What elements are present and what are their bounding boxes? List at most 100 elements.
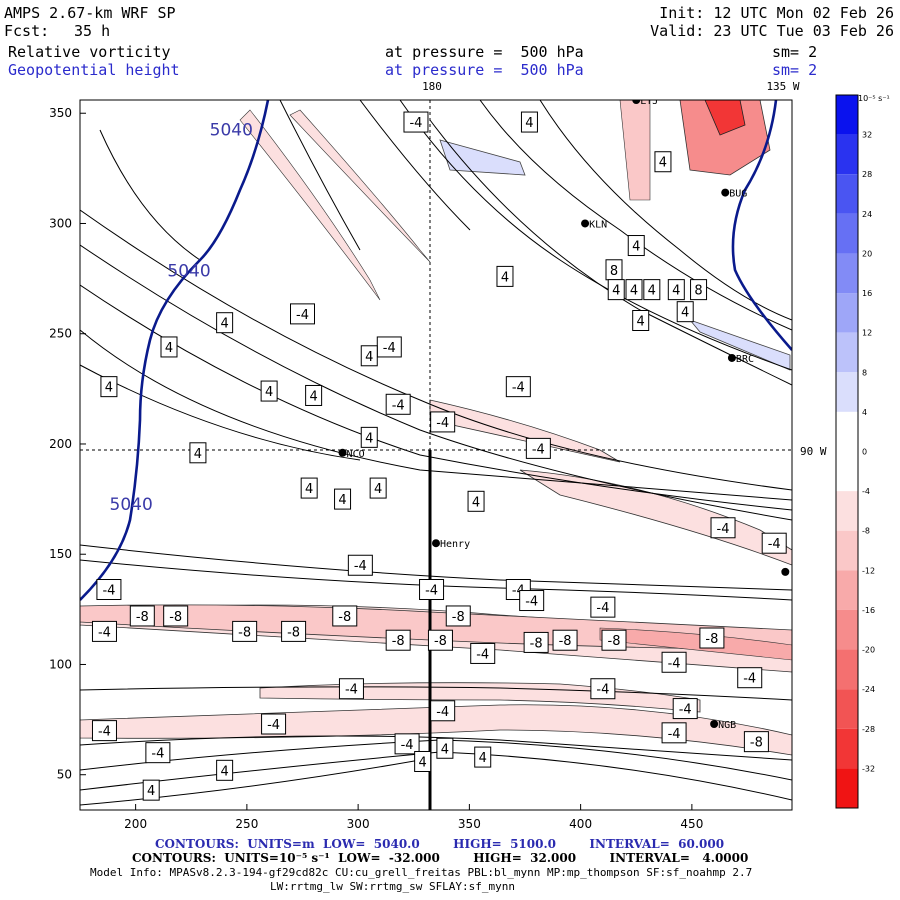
station-label: KLN [589, 219, 607, 230]
contour-label: 4 [309, 389, 317, 404]
colorbar-swatch [836, 95, 858, 135]
contour-label-box [338, 678, 364, 700]
contour-label-box [690, 279, 708, 301]
contour-label-box [654, 151, 672, 173]
x-tick-label: 200 [124, 817, 147, 831]
contour-label: -4 [768, 537, 781, 552]
contour-label-box [300, 477, 318, 499]
red-mountain [679, 100, 771, 176]
contour-label: -4 [717, 522, 730, 537]
station-marker [338, 448, 347, 457]
red-band-mid [259, 682, 701, 713]
contour-label-box [643, 279, 661, 301]
contour-label-box [385, 393, 411, 415]
contour-label-box [625, 279, 643, 301]
contour-label: 4 [220, 764, 228, 779]
contour-label: 4 [165, 341, 173, 356]
field1-smoothing: sm= 2 [772, 43, 818, 61]
colorbar: 32 28 24 20 16 12 8 4 0 -4 -8 -12 -16 -20 -24 -28 -32 [835, 94, 875, 809]
colorbar-swatch [836, 213, 858, 254]
contour-label: 8 [694, 284, 702, 299]
station-marker [710, 720, 719, 729]
contour-label: -4 [743, 672, 756, 687]
contour-label-box [414, 750, 432, 772]
colorbar-swatch [836, 293, 858, 333]
contour-label-box [160, 336, 178, 358]
colorbar-swatch [836, 134, 858, 175]
contour-label: 4 [681, 306, 689, 321]
contour-label-box [607, 279, 625, 301]
colorbar-level: 24 [862, 210, 872, 219]
contour-label: -8 [705, 632, 718, 647]
colorbar-swatch [836, 372, 858, 412]
contour-label-box [661, 651, 687, 673]
contour-label-box [667, 279, 685, 301]
colorbar-level: 4 [862, 408, 867, 417]
contour-label: 4 [374, 482, 382, 497]
colorbar-swatch [836, 332, 858, 373]
red-coast [619, 100, 651, 201]
contour-label: -4 [668, 656, 681, 671]
contour-label: 4 [501, 270, 509, 285]
colorbar-level: 16 [862, 289, 872, 298]
contour-label-box [145, 742, 171, 764]
contour-label-box [332, 605, 358, 627]
contour-label: -4 [354, 559, 367, 574]
station-marker [727, 353, 736, 362]
model-info-physics: LW:rrtmg_lw SW:rrtmg_sw SFLAY:sf_mynn [270, 880, 516, 893]
contour-label: -4 [345, 683, 358, 698]
contour-label: -4 [98, 725, 111, 740]
colorbar-level: 12 [862, 329, 872, 338]
contour-label-box [385, 629, 411, 651]
colorbar-level: -12 [862, 566, 875, 575]
colorbar-level: 0 [862, 448, 867, 457]
contour-label-box [505, 376, 531, 398]
contour-label-box [216, 759, 234, 781]
y-tick-label: 150 [49, 547, 72, 561]
contour-label-box [334, 488, 352, 510]
colorbar-swatch [836, 728, 858, 769]
colorbar-level: 8 [862, 368, 867, 377]
station-marker [632, 100, 641, 104]
contour-label-box [216, 312, 234, 334]
colorbar-frame [835, 94, 859, 809]
colorbar-swatch [836, 689, 858, 729]
contour-label: -8 [136, 610, 149, 625]
contour-label-box [232, 620, 258, 642]
colorbar-level: 32 [862, 131, 872, 140]
field2-level: at pressure = 500 hPa [385, 61, 584, 79]
contour-label: 4 [194, 447, 202, 462]
contour-label: 8 [610, 264, 618, 279]
contour-label-box [627, 235, 645, 257]
contour-label-box [761, 532, 787, 554]
contour-label-box [661, 722, 687, 744]
y-tick-label: 300 [49, 216, 72, 230]
contour-label: 4 [105, 381, 113, 396]
x-tick-label: 450 [680, 817, 703, 831]
contour-label: 4 [472, 495, 480, 510]
colorbar-level: -4 [862, 487, 870, 496]
contour-label: 4 [441, 742, 449, 757]
colorbar-swatch [836, 411, 858, 452]
x-tick-label: 250 [235, 817, 258, 831]
contour-label: -8 [287, 625, 300, 640]
contour-label: 4 [147, 784, 155, 799]
top-label-135w: 135 W [766, 80, 799, 93]
y-tick-label: 350 [49, 106, 72, 120]
contour-label: 4 [612, 284, 620, 299]
x-tick-label: 350 [458, 817, 481, 831]
contour-label-box [142, 779, 160, 801]
contour-label-box [96, 579, 122, 601]
contour-label-box [467, 490, 485, 512]
contour-label-box [129, 605, 155, 627]
contour-label: 4 [525, 116, 533, 131]
contour-label: -4 [512, 381, 525, 396]
contour-label-box [430, 411, 456, 433]
contour-label: 4 [419, 755, 427, 770]
contour-label-box [672, 698, 698, 720]
contour-label-box [360, 426, 378, 448]
contour-label-box [281, 620, 307, 642]
contour-label: -4 [436, 416, 449, 431]
red-band-upper [429, 399, 621, 463]
field2-smoothing: sm= 2 [772, 61, 818, 79]
